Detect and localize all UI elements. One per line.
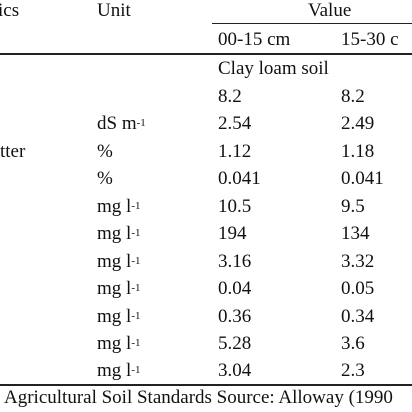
- row-value-2: 0.041: [341, 168, 384, 189]
- value-header-rule: [212, 23, 412, 24]
- unit-exponent: -1: [131, 255, 141, 267]
- header-value: Value: [308, 0, 352, 21]
- header-characteristics: ics: [0, 0, 20, 21]
- unit-exponent: -1: [131, 200, 141, 212]
- unit-exponent: -1: [136, 117, 146, 129]
- row-unit: mg l-1: [97, 196, 140, 218]
- row-value-2: 9.5: [341, 196, 365, 217]
- row-value-1: 0.36: [218, 306, 252, 327]
- row-value-1: 0.041: [218, 168, 261, 189]
- header-unit: Unit: [97, 0, 131, 21]
- unit-base: mg l: [97, 333, 132, 354]
- unit-base: mg l: [97, 251, 132, 272]
- header-bottom-rule: [0, 53, 412, 55]
- row-value-1: 2.54: [218, 113, 252, 134]
- row-parameter: tter: [0, 141, 26, 162]
- row-value-1: 8.2: [218, 86, 242, 107]
- row-unit: mg l-1: [97, 306, 140, 328]
- row-value-2: 3.32: [341, 251, 375, 272]
- soil-type-label: Clay loam soil: [218, 58, 329, 79]
- unit-exponent: -1: [131, 364, 141, 376]
- row-value-2: 2.3: [341, 360, 365, 381]
- row-value-1: 3.04: [218, 360, 252, 381]
- row-value-2: 2.49: [341, 113, 375, 134]
- row-value-2: 0.34: [341, 306, 375, 327]
- row-value-1: 1.12: [218, 141, 252, 162]
- table-bottom-rule: [0, 384, 412, 386]
- table-footnote: Agricultural Soil Standards Source: Allo…: [4, 387, 393, 408]
- row-unit: mg l-1: [97, 223, 140, 245]
- row-unit: mg l-1: [97, 278, 140, 300]
- row-value-2: 134: [341, 223, 370, 244]
- header-depth-2: 15-30 c: [341, 29, 399, 50]
- row-value-2: 8.2: [341, 86, 365, 107]
- unit-base: dS m: [97, 113, 137, 134]
- unit-exponent: -1: [131, 282, 141, 294]
- unit-exponent: -1: [131, 310, 141, 322]
- unit-base: mg l: [97, 360, 132, 381]
- unit-exponent: -1: [131, 337, 141, 349]
- row-unit: %: [97, 168, 113, 189]
- unit-exponent: -1: [131, 227, 141, 239]
- row-value-1: 0.04: [218, 278, 252, 299]
- header-depth-1: 00-15 cm: [218, 29, 291, 50]
- row-unit: mg l-1: [97, 360, 140, 382]
- row-value-1: 5.28: [218, 333, 252, 354]
- row-unit: dS m-1: [97, 113, 146, 135]
- unit-base: mg l: [97, 196, 132, 217]
- row-value-2: 3.6: [341, 333, 365, 354]
- row-value-1: 194: [218, 223, 247, 244]
- row-unit: mg l-1: [97, 333, 140, 355]
- unit-base: mg l: [97, 278, 132, 299]
- row-value-1: 10.5: [218, 196, 252, 217]
- row-unit: %: [97, 141, 113, 162]
- row-value-2: 0.05: [341, 278, 375, 299]
- row-unit: mg l-1: [97, 251, 140, 273]
- unit-base: mg l: [97, 223, 132, 244]
- row-value-1: 3.16: [218, 251, 252, 272]
- unit-base: mg l: [97, 306, 132, 327]
- row-value-2: 1.18: [341, 141, 375, 162]
